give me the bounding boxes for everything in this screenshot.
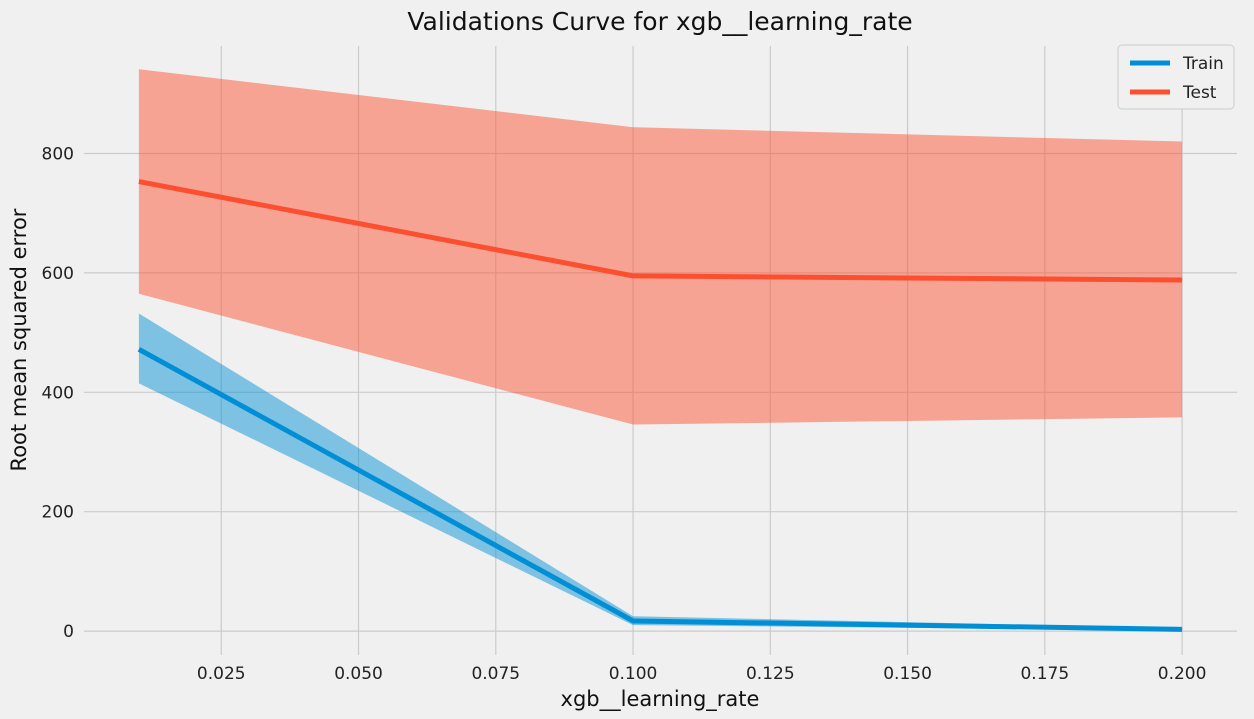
legend-label-test: Test xyxy=(1182,83,1217,103)
y-tick-label: 0 xyxy=(63,622,74,642)
x-tick-label: 0.200 xyxy=(1158,664,1207,684)
x-tick-label: 0.050 xyxy=(334,664,383,684)
y-axis-ticks: 0 200 400 600 800 xyxy=(42,144,74,642)
y-tick-label: 800 xyxy=(42,144,74,164)
band-train xyxy=(138,313,1183,631)
x-tick-label: 0.175 xyxy=(1020,664,1069,684)
line-test xyxy=(138,179,1183,283)
grid xyxy=(84,46,1237,655)
x-axis-ticks: 0.025 0.050 0.075 0.100 0.125 0.150 0.175 0.200 xyxy=(197,664,1207,684)
series-lines xyxy=(137,179,1183,632)
x-tick-label: 0.150 xyxy=(883,664,932,684)
y-tick-label: 400 xyxy=(42,383,74,403)
y-tick-label: 600 xyxy=(42,264,74,284)
legend: Train Test xyxy=(1117,44,1235,110)
y-axis-label: Root mean squared error xyxy=(7,208,31,471)
x-axis-label: xgb__learning_rate xyxy=(561,687,760,712)
chart-title: Validations Curve for xgb__learning_rate xyxy=(407,7,912,36)
confidence-bands xyxy=(138,69,1183,631)
x-tick-label: 0.125 xyxy=(746,664,795,684)
band-test xyxy=(138,69,1183,425)
y-tick-label: 200 xyxy=(42,503,74,523)
x-tick-label: 0.075 xyxy=(471,664,520,684)
legend-label-train: Train xyxy=(1182,54,1224,74)
x-tick-label: 0.100 xyxy=(609,664,658,684)
x-tick-label: 0.025 xyxy=(197,664,246,684)
line-train xyxy=(137,347,1183,632)
